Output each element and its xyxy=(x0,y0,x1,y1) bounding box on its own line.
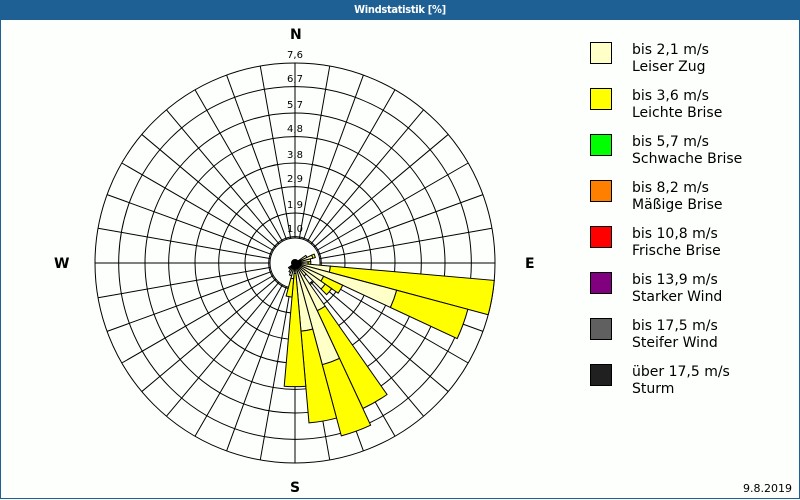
wind-petal-segment xyxy=(328,265,495,316)
legend-label: Leiser Zug xyxy=(632,59,706,75)
legend-label: Starker Wind xyxy=(632,289,723,305)
wind-petal-segment xyxy=(320,275,344,294)
legend-label: Mäßige Brise xyxy=(632,197,723,213)
wind-petal-segment xyxy=(285,277,295,298)
date-label: 9.8.2019 xyxy=(743,482,792,495)
legend-speed: bis 8,2 m/s xyxy=(632,180,709,196)
legend-speed: bis 2,1 m/s xyxy=(632,42,709,58)
ring-label: 1,9 xyxy=(287,200,303,211)
wind-petal-segment xyxy=(283,272,307,388)
ring-label: 3,8 xyxy=(287,150,303,161)
wind-petal-segment xyxy=(311,253,316,259)
legend-swatch xyxy=(590,272,612,294)
legend-swatch xyxy=(590,42,612,64)
legend-label: Frische Brise xyxy=(632,243,721,259)
wind-petal-segment xyxy=(389,289,469,340)
legend-label: Schwache Brise xyxy=(632,151,743,167)
compass-south-label: S xyxy=(290,480,301,496)
wind-petals xyxy=(283,253,495,437)
legend-label: Steifer Wind xyxy=(632,335,718,351)
legend-speed: bis 17,5 m/s xyxy=(632,318,718,334)
ring-label: 1,0 xyxy=(287,223,303,235)
legend-label: Leichte Brise xyxy=(632,105,723,121)
ring-label: 4,8 xyxy=(287,123,303,135)
window-title: Windstatistik [%] xyxy=(354,3,446,16)
legend-swatch xyxy=(590,88,612,110)
compass-north-label: N xyxy=(290,27,302,43)
compass-west-label: W xyxy=(54,256,70,272)
center-hub xyxy=(291,259,299,267)
legend-speed: bis 5,7 m/s xyxy=(632,134,709,150)
legend-swatch xyxy=(590,318,612,340)
legend-speed: bis 3,6 m/s xyxy=(632,88,709,104)
ring-label: 7,6 xyxy=(287,50,303,61)
compass-east-label: E xyxy=(525,256,535,272)
ring-label: 6,7 xyxy=(287,73,303,85)
legend-speed: über 17,5 m/s xyxy=(632,364,730,380)
ring-label: 5,7 xyxy=(287,100,303,111)
legend-swatch xyxy=(590,134,612,156)
legend-speed: bis 13,9 m/s xyxy=(632,272,718,288)
wind-petal-segment xyxy=(321,357,372,437)
legend-speed: bis 10,8 m/s xyxy=(632,226,718,242)
wind-petal-segment xyxy=(300,328,338,424)
legend-label: Sturm xyxy=(632,381,675,397)
legend-swatch xyxy=(590,226,612,248)
window-title-bar: Windstatistik [%] xyxy=(0,0,800,20)
legend-swatch xyxy=(590,364,612,386)
ring-label: 2,9 xyxy=(287,173,303,185)
wind-petal-segment xyxy=(320,283,333,296)
legend-swatch xyxy=(590,180,612,202)
